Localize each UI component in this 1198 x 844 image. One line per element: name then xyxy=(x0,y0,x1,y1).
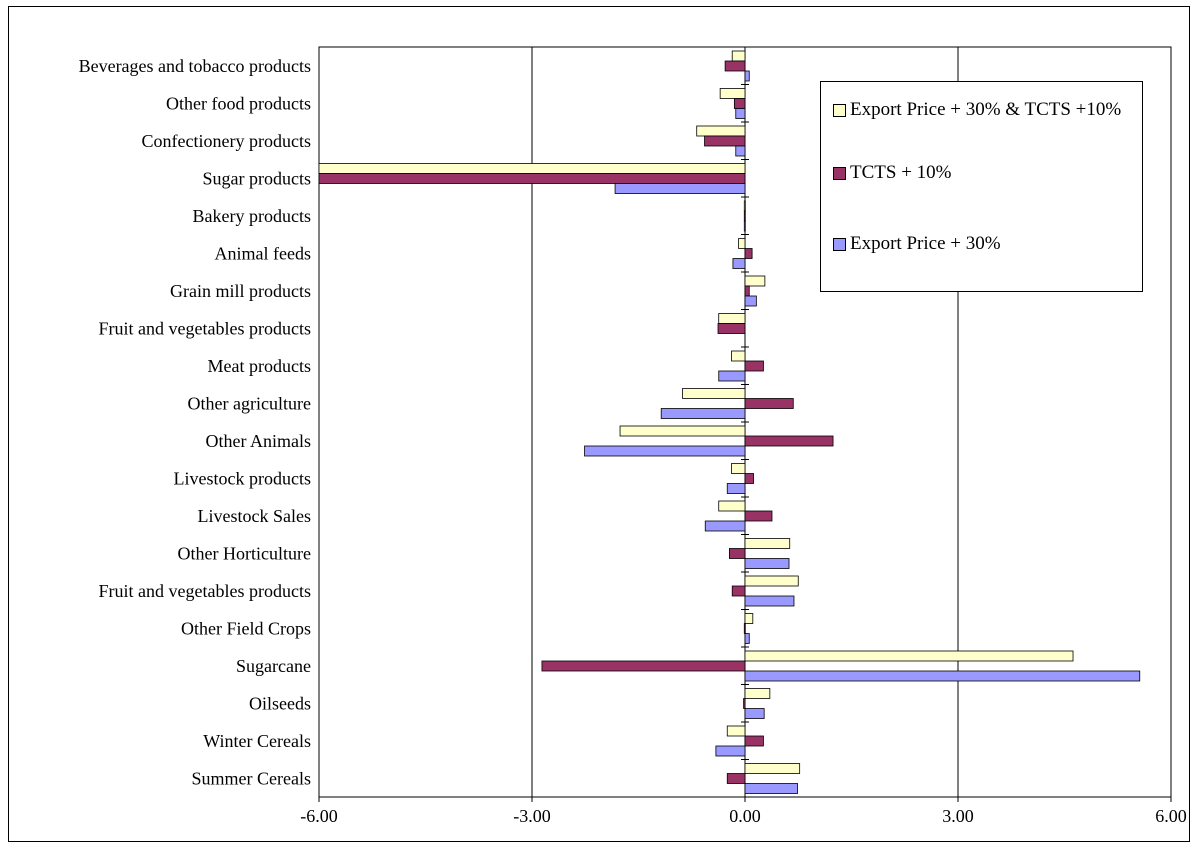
chart-frame: -6.00 -3.00 0.00 3.00 6.00 Beverages and toba… xyxy=(8,6,1190,842)
bar-1 xyxy=(731,585,746,597)
bar-1 xyxy=(744,735,764,747)
bar-2 xyxy=(715,745,746,757)
category-label: Other Field Crops xyxy=(181,618,311,638)
bar-1 xyxy=(744,398,794,409)
bar-1 xyxy=(744,285,750,297)
legend-swatch-0 xyxy=(833,104,846,117)
category-label: Winter Cereals xyxy=(203,731,311,751)
bar-1 xyxy=(744,510,773,522)
bar-0 xyxy=(744,613,754,624)
bar-2 xyxy=(735,145,746,157)
bar-2 xyxy=(743,220,746,232)
bar-1 xyxy=(724,60,746,72)
bar-1 xyxy=(744,435,834,447)
legend-item-2: Export Price + 30% xyxy=(833,232,1145,256)
bar-1 xyxy=(541,660,746,672)
bar-1 xyxy=(704,135,746,147)
category-label: Confectionery products xyxy=(142,131,311,151)
bar-1 xyxy=(743,210,746,222)
bar-1 xyxy=(744,473,754,484)
category-label: Other agriculture xyxy=(188,393,311,413)
bar-0 xyxy=(318,163,746,174)
legend-label-1: TCTS + 10% xyxy=(850,162,952,183)
x-tick-label: -3.00 xyxy=(513,806,551,826)
bar-2 xyxy=(744,633,750,644)
bar-0 xyxy=(718,313,746,324)
category-label: Other food products xyxy=(166,93,311,113)
bar-0 xyxy=(619,425,746,437)
category-label: Sugarcane xyxy=(236,656,311,676)
bar-2 xyxy=(614,183,746,194)
bar-0 xyxy=(718,500,746,512)
legend-label-2: Export Price + 30% xyxy=(850,233,1001,254)
bar-0 xyxy=(696,125,746,137)
bar-2 xyxy=(732,258,746,269)
category-label: Fruit and vegetables products xyxy=(99,318,311,338)
category-label: Meat products xyxy=(208,356,311,376)
category-label: Other Animals xyxy=(206,431,312,451)
x-tick-label: 6.00 xyxy=(1155,806,1187,826)
bar-2 xyxy=(735,108,746,119)
bar-1 xyxy=(726,773,746,784)
bar-2 xyxy=(744,558,790,569)
category-label: Livestock products xyxy=(174,468,311,488)
bar-2 xyxy=(744,70,750,82)
bar-1 xyxy=(744,248,753,259)
category-label: Bakery products xyxy=(193,206,311,226)
bar-0 xyxy=(744,650,1074,662)
bar-2 xyxy=(744,708,765,719)
bar-2 xyxy=(744,595,795,607)
bar-0 xyxy=(731,50,746,62)
bar-1 xyxy=(743,698,746,709)
legend-label-0: Export Price + 30% & TCTS +10% xyxy=(850,99,1122,120)
category-label: Other Horticulture xyxy=(178,543,311,563)
x-tick-label: -6.00 xyxy=(300,806,338,826)
legend-swatch-1 xyxy=(833,167,846,180)
category-label: Animal feeds xyxy=(215,243,311,263)
bar-2 xyxy=(704,520,746,532)
bar-2 xyxy=(718,370,746,382)
category-label: Beverages and tobacco products xyxy=(79,56,311,76)
bar-0 xyxy=(743,200,746,212)
bar-0 xyxy=(744,275,766,287)
category-label: Grain mill products xyxy=(170,281,311,301)
bar-1 xyxy=(744,360,764,372)
bar-1 xyxy=(717,323,746,334)
legend: Export Price + 30% & TCTS +10% TCTS + 10… xyxy=(820,81,1143,292)
bar-0 xyxy=(738,238,746,249)
bar-1 xyxy=(743,623,746,634)
bar-2 xyxy=(726,483,746,494)
bar-0 xyxy=(682,388,746,399)
category-label: Summer Cereals xyxy=(192,768,311,788)
x-tick-label: 3.00 xyxy=(942,806,974,826)
category-label: Fruit and vegetables products xyxy=(99,581,311,601)
legend-item-0: Export Price + 30% & TCTS +10% xyxy=(833,98,1145,122)
bar-2 xyxy=(584,445,746,457)
bar-0 xyxy=(744,763,801,774)
bar-1 xyxy=(318,173,746,184)
bar-2 xyxy=(660,408,746,419)
legend-item-1: TCTS + 10% xyxy=(833,161,1145,185)
legend-swatch-2 xyxy=(833,238,846,251)
bar-2 xyxy=(744,783,798,794)
bar-0 xyxy=(731,463,746,474)
bar-0 xyxy=(744,575,799,587)
bar-1 xyxy=(728,548,746,559)
x-tick-label: 0.00 xyxy=(729,806,761,826)
category-label: Livestock Sales xyxy=(198,506,311,526)
bar-0 xyxy=(744,538,791,549)
bar-2 xyxy=(744,670,1141,682)
bar-2 xyxy=(744,295,757,307)
category-label: Oilseeds xyxy=(249,693,311,713)
bar-1 xyxy=(733,98,746,109)
category-label: Sugar products xyxy=(203,168,311,188)
bar-0 xyxy=(726,725,746,737)
bar-0 xyxy=(719,88,746,99)
bar-0 xyxy=(731,350,746,362)
bar-chart: -6.00 -3.00 0.00 3.00 6.00 Beverages and toba… xyxy=(79,46,1187,826)
bar-0 xyxy=(744,688,771,699)
